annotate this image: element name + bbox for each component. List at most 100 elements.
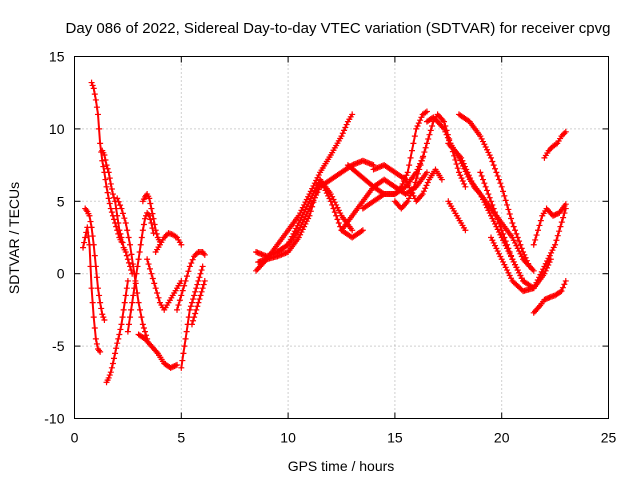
- data-point: [196, 274, 203, 281]
- data-point: [488, 234, 495, 241]
- data-point: [460, 160, 467, 167]
- data-point: [496, 250, 503, 257]
- data-point: [411, 133, 418, 140]
- data-point: [201, 277, 208, 284]
- data-point: [307, 195, 314, 202]
- data-point: [303, 218, 310, 225]
- data-point: [415, 120, 422, 127]
- data-point: [119, 314, 126, 321]
- data-point: [176, 297, 183, 304]
- data-point: [465, 117, 472, 124]
- data-point: [299, 226, 306, 233]
- data-point: [154, 290, 161, 297]
- data-point: [421, 149, 428, 156]
- data-point: [90, 314, 97, 321]
- data-point: [185, 314, 192, 321]
- data-point: [295, 234, 302, 241]
- data-point: [138, 234, 145, 241]
- data-point: [406, 184, 413, 191]
- data-point: [94, 111, 101, 118]
- data-point: [106, 200, 113, 207]
- data-point: [516, 238, 523, 245]
- series-arc-9: [144, 256, 185, 313]
- data-point: [497, 223, 504, 230]
- data-point: [489, 237, 496, 244]
- data-point: [147, 216, 154, 223]
- data-point: [88, 79, 95, 86]
- data-point: [125, 321, 132, 328]
- data-point: [287, 236, 294, 243]
- data-point: [334, 216, 341, 223]
- data-point: [494, 248, 501, 255]
- data-point: [480, 196, 487, 203]
- data-point: [420, 188, 427, 195]
- data-point: [413, 125, 420, 132]
- data-point: [91, 325, 98, 331]
- data-point: [327, 198, 334, 205]
- data-point: [90, 85, 97, 92]
- data-point: [429, 123, 436, 130]
- data-point: [97, 140, 104, 147]
- data-point: [132, 277, 139, 284]
- series-arc-8: [139, 191, 163, 245]
- data-point: [490, 239, 497, 246]
- data-point: [197, 270, 204, 277]
- data-point: [114, 195, 121, 202]
- data-point: [286, 239, 293, 246]
- data-point: [498, 227, 505, 234]
- data-point: [141, 328, 148, 335]
- data-point: [488, 154, 495, 161]
- data-point: [323, 190, 330, 197]
- data-point: [91, 252, 98, 259]
- data-point: [151, 221, 158, 228]
- data-point: [108, 364, 115, 371]
- data-point: [558, 288, 565, 295]
- data-point: [89, 233, 96, 240]
- data-point: [109, 191, 116, 198]
- data-point: [459, 157, 466, 164]
- data-point: [200, 281, 207, 288]
- data-point: [81, 239, 88, 246]
- data-point: [562, 128, 569, 135]
- data-point: [119, 210, 126, 217]
- data-point: [92, 96, 99, 103]
- data-point: [489, 215, 496, 222]
- data-point: [155, 294, 162, 301]
- data-point: [411, 183, 418, 190]
- data-point: [481, 199, 488, 206]
- data-point: [295, 220, 302, 227]
- data-point: [149, 210, 156, 217]
- data-point: [153, 230, 160, 237]
- data-point: [178, 364, 185, 371]
- data-point: [113, 205, 120, 212]
- data-point: [562, 277, 569, 284]
- data-point: [339, 130, 346, 137]
- series-arc-12: [174, 248, 208, 313]
- data-point: [501, 234, 508, 241]
- data-point: [505, 269, 512, 276]
- data-point: [306, 212, 313, 219]
- data-point: [151, 280, 158, 287]
- data-point: [512, 227, 519, 234]
- data-point: [293, 225, 300, 232]
- data-point: [458, 175, 465, 182]
- data-point: [315, 172, 322, 179]
- data-point: [343, 121, 350, 128]
- data-point: [123, 252, 130, 259]
- x-axis-label: GPS time / hours: [288, 458, 395, 474]
- data-point: [414, 170, 421, 177]
- data-point: [307, 208, 314, 215]
- y-tick-label: 15: [49, 49, 65, 65]
- data-point: [322, 187, 329, 194]
- data-point: [333, 212, 340, 219]
- data-point: [510, 258, 517, 265]
- data-point: [309, 192, 316, 199]
- data-point: [186, 306, 193, 313]
- data-point: [502, 264, 509, 271]
- data-point: [199, 263, 206, 270]
- data-point: [191, 292, 198, 299]
- data-point: [199, 285, 206, 292]
- data-point: [522, 254, 529, 261]
- data-point: [149, 275, 156, 282]
- data-point: [423, 182, 430, 189]
